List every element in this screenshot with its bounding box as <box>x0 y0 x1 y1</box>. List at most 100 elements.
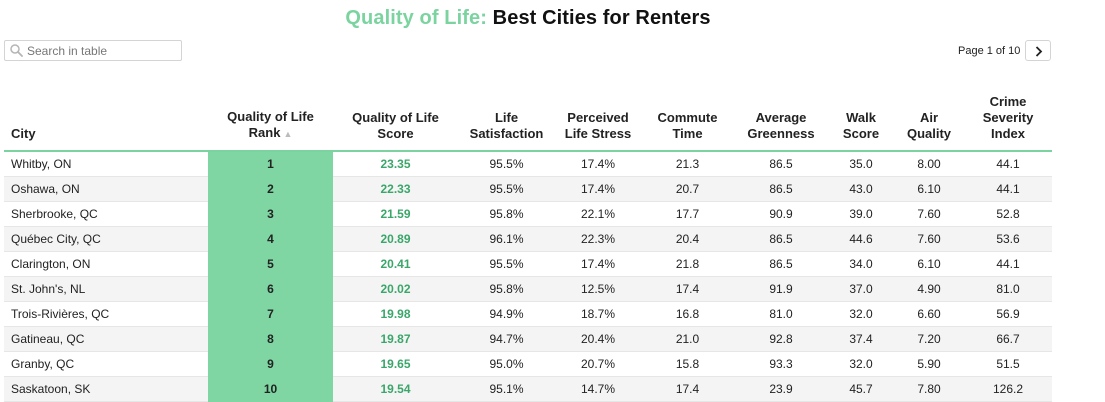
cell-average-greenness: 81.0 <box>734 301 828 327</box>
cell-crime-severity-index: 44.1 <box>964 176 1052 202</box>
next-page-button[interactable] <box>1025 40 1051 61</box>
cell-perceived-life-stress: 14.7% <box>555 376 641 402</box>
chevron-right-icon <box>1035 46 1043 57</box>
cell-commute-time: 20.4 <box>641 226 734 252</box>
cell-city: St. John's, NL <box>4 276 208 302</box>
cell-quality-of-life-score: 20.02 <box>333 276 458 302</box>
cell-perceived-life-stress: 17.4% <box>555 251 641 277</box>
column-header-quality-of-life-score[interactable]: Quality of Life Score <box>333 86 458 152</box>
cell-quality-of-life-rank: 7 <box>208 301 333 327</box>
cell-quality-of-life-rank: 5 <box>208 251 333 277</box>
cell-walk-score: 32.0 <box>828 351 894 377</box>
table-row: Gatineau, QC 8 19.87 94.7% 20.4% 21.0 92.8 37.4… <box>4 326 1052 352</box>
column-header-crime-severity-index[interactable]: Crime Severity Index <box>964 86 1052 152</box>
cell-city: Clarington, ON <box>4 251 208 277</box>
cell-average-greenness: 93.3 <box>734 351 828 377</box>
page-title: Quality of Life: Best Cities for Renters <box>0 7 1056 30</box>
cell-air-quality: 6.10 <box>894 176 964 202</box>
cell-crime-severity-index: 52.8 <box>964 201 1052 227</box>
cell-life-satisfaction: 94.9% <box>458 301 555 327</box>
search-box[interactable] <box>4 40 182 61</box>
cell-crime-severity-index: 81.0 <box>964 276 1052 302</box>
cell-commute-time: 17.4 <box>641 276 734 302</box>
title-main: Best Cities for Renters <box>492 7 711 29</box>
table-row: Granby, QC 9 19.65 95.0% 20.7% 15.8 93.3 32.0 5.… <box>4 351 1052 377</box>
table-header-row: City Quality of Life Rank ▲ Quality of Life… <box>4 86 1052 152</box>
cell-air-quality: 7.20 <box>894 326 964 352</box>
cell-quality-of-life-rank: 4 <box>208 226 333 252</box>
column-header-average-greenness[interactable]: Average Greenness <box>734 86 828 152</box>
cell-life-satisfaction: 95.8% <box>458 276 555 302</box>
table-row: Saskatoon, SK 10 19.54 95.1% 14.7% 17.4 23.9 45… <box>4 376 1052 402</box>
cell-average-greenness: 91.9 <box>734 276 828 302</box>
cell-crime-severity-index: 66.7 <box>964 326 1052 352</box>
sort-ascending-icon[interactable]: ▲ <box>283 129 293 139</box>
cell-air-quality: 8.00 <box>894 151 964 177</box>
column-header-life-satisfaction[interactable]: Life Satisfaction <box>458 86 555 152</box>
cell-average-greenness: 86.5 <box>734 176 828 202</box>
cell-average-greenness: 86.5 <box>734 226 828 252</box>
cell-life-satisfaction: 95.1% <box>458 376 555 402</box>
cell-air-quality: 7.60 <box>894 201 964 227</box>
cell-average-greenness: 92.8 <box>734 326 828 352</box>
column-header-label: Quality of Life Score <box>352 110 439 141</box>
cell-average-greenness: 90.9 <box>734 201 828 227</box>
cell-life-satisfaction: 95.8% <box>458 201 555 227</box>
cell-commute-time: 21.3 <box>641 151 734 177</box>
column-header-label: Life Satisfaction <box>469 110 544 141</box>
table-row: Québec City, QC 4 20.89 96.1% 22.3% 20.4 86.5 4… <box>4 226 1052 252</box>
table-row: Whitby, ON 1 23.35 95.5% 17.4% 21.3 86.5 35.0 8.… <box>4 151 1052 177</box>
table-row: St. John's, NL 6 20.02 95.8% 12.5% 17.4 91.9 37… <box>4 276 1052 302</box>
search-icon <box>10 44 23 57</box>
cell-commute-time: 16.8 <box>641 301 734 327</box>
cell-city: Saskatoon, SK <box>4 376 208 402</box>
column-header-perceived-life-stress[interactable]: Perceived Life Stress <box>555 86 641 152</box>
table-row: Sherbrooke, QC 3 21.59 95.8% 22.1% 17.7 90.9 39… <box>4 201 1052 227</box>
cell-commute-time: 21.8 <box>641 251 734 277</box>
cell-walk-score: 35.0 <box>828 151 894 177</box>
column-header-label: Average Greenness <box>747 110 815 141</box>
column-header-air-quality[interactable]: Air Quality <box>894 86 964 152</box>
cell-quality-of-life-score: 23.35 <box>333 151 458 177</box>
cell-crime-severity-index: 44.1 <box>964 251 1052 277</box>
column-header-quality-of-life-rank[interactable]: Quality of Life Rank ▲ <box>208 86 333 152</box>
cell-city: Oshawa, ON <box>4 176 208 202</box>
column-header-label: Crime Severity Index <box>982 94 1034 141</box>
column-header-walk-score[interactable]: Walk Score <box>828 86 894 152</box>
table-row: Oshawa, ON 2 22.33 95.5% 17.4% 20.7 86.5 43.0 6.… <box>4 176 1052 202</box>
cell-walk-score: 32.0 <box>828 301 894 327</box>
column-header-label: Air Quality <box>906 110 952 141</box>
cell-crime-severity-index: 56.9 <box>964 301 1052 327</box>
cell-crime-severity-index: 51.5 <box>964 351 1052 377</box>
column-header-city[interactable]: City <box>4 86 208 152</box>
cell-air-quality: 5.90 <box>894 351 964 377</box>
column-header-commute-time[interactable]: Commute Time <box>641 86 734 152</box>
cell-perceived-life-stress: 18.7% <box>555 301 641 327</box>
cell-life-satisfaction: 94.7% <box>458 326 555 352</box>
title-accent: Quality of Life: <box>345 7 487 29</box>
cell-life-satisfaction: 96.1% <box>458 226 555 252</box>
column-header-label: City <box>11 126 36 141</box>
cell-commute-time: 17.4 <box>641 376 734 402</box>
cell-walk-score: 45.7 <box>828 376 894 402</box>
cell-quality-of-life-score: 22.33 <box>333 176 458 202</box>
cell-quality-of-life-rank: 6 <box>208 276 333 302</box>
column-header-label: Walk Score <box>842 110 880 141</box>
cell-air-quality: 4.90 <box>894 276 964 302</box>
cell-quality-of-life-rank: 1 <box>208 151 333 177</box>
cell-quality-of-life-rank: 8 <box>208 326 333 352</box>
search-input[interactable] <box>27 43 177 58</box>
cell-air-quality: 6.60 <box>894 301 964 327</box>
cell-city: Gatineau, QC <box>4 326 208 352</box>
cell-average-greenness: 86.5 <box>734 151 828 177</box>
cell-quality-of-life-score: 20.41 <box>333 251 458 277</box>
cell-quality-of-life-rank: 2 <box>208 176 333 202</box>
column-header-label: Quality of Life Rank <box>227 109 314 140</box>
column-header-label: Perceived Life Stress <box>564 110 632 141</box>
cell-quality-of-life-score: 19.87 <box>333 326 458 352</box>
cell-commute-time: 15.8 <box>641 351 734 377</box>
cell-life-satisfaction: 95.0% <box>458 351 555 377</box>
cell-quality-of-life-score: 19.98 <box>333 301 458 327</box>
cell-commute-time: 20.7 <box>641 176 734 202</box>
cell-perceived-life-stress: 20.7% <box>555 351 641 377</box>
